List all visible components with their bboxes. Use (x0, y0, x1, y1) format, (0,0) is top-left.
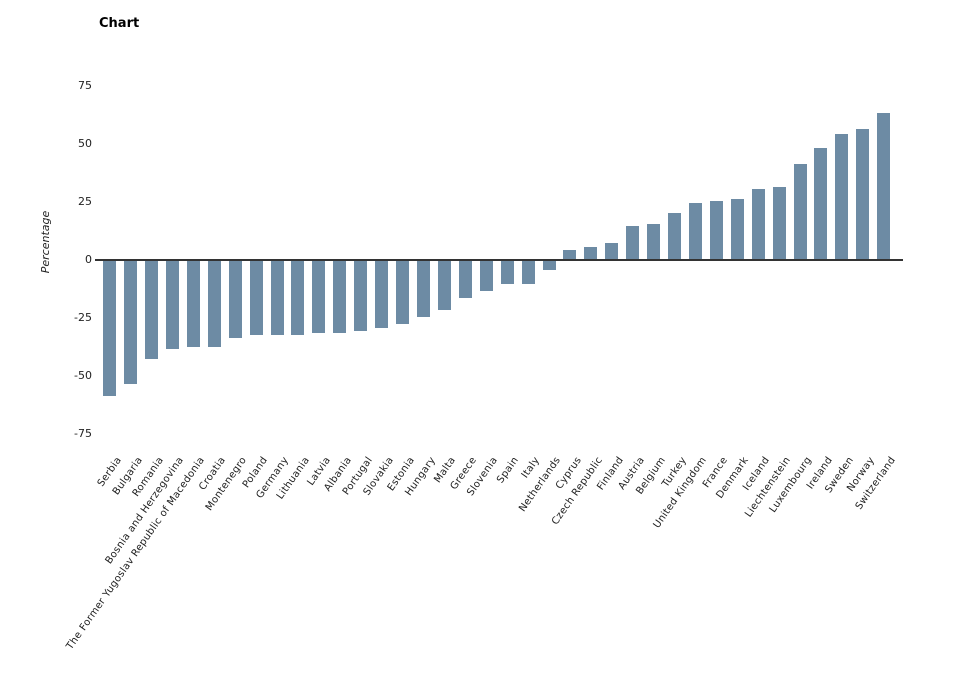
bar-slovakia (375, 261, 389, 329)
bar-romania (145, 261, 159, 359)
bar-poland (249, 261, 263, 336)
bar-slovenia (479, 261, 493, 292)
bar-bosnia-and-herzegovina (165, 261, 179, 350)
x-axis-line (95, 259, 903, 261)
bar-liechtenstein (772, 187, 786, 259)
bar-germany (270, 261, 284, 336)
y-tick-label: 0 (85, 253, 92, 266)
y-tick-label: -25 (74, 311, 92, 325)
y-tick-label: -50 (74, 369, 92, 383)
bar-estonia (396, 261, 410, 324)
bar-malta (437, 261, 451, 310)
y-tick-label: -75 (74, 427, 92, 441)
bar-netherlands (542, 261, 556, 271)
bar-cyprus (563, 249, 577, 259)
bar-lithuania (291, 261, 305, 336)
y-tick-label: 50 (78, 136, 92, 150)
y-tick-label: 25 (78, 194, 92, 208)
chart-title: Chart (99, 16, 140, 31)
bar-sweden (835, 133, 849, 259)
bar-denmark (730, 198, 744, 259)
bar-czech-republic (584, 247, 598, 259)
bar-serbia (103, 261, 117, 396)
bar-hungary (417, 261, 430, 317)
bar-croatia (207, 261, 221, 347)
bar-italy (521, 261, 535, 285)
bar-switzerland (877, 112, 891, 259)
bar-turkey (668, 212, 682, 259)
bar-finland (605, 242, 619, 259)
bar-greece (458, 261, 472, 299)
bar-norway (856, 128, 870, 259)
bar-spain (500, 261, 514, 285)
bar-belgium (647, 224, 661, 259)
bar-united-kingdom (688, 203, 702, 259)
bar-ireland (814, 147, 828, 259)
bar-iceland (751, 189, 765, 259)
bar-latvia (312, 261, 326, 333)
bar-bulgaria (124, 261, 138, 385)
bar-portugal (354, 261, 368, 331)
bar-france (709, 200, 723, 259)
bar-austria (626, 226, 640, 259)
bar-luxembourg (793, 163, 807, 259)
x-tick-label-text: Spain (495, 455, 522, 486)
bar-montenegro (228, 261, 242, 338)
bar-albania (333, 261, 347, 333)
bar-the-former-yugoslav-republic-of-macedonia (186, 261, 200, 347)
y-tick-label: 75 (78, 78, 92, 92)
